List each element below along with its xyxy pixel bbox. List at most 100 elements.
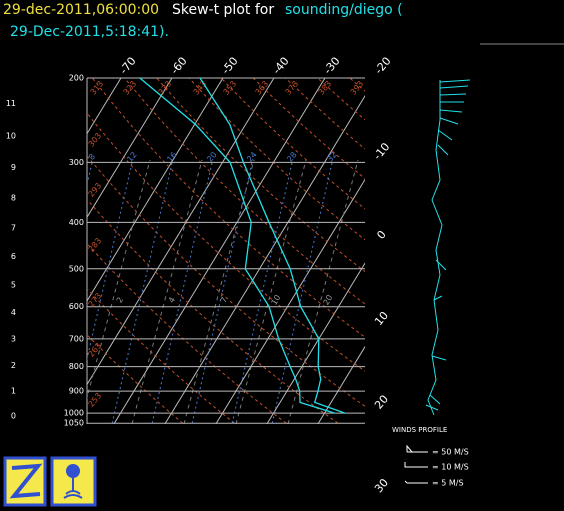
theta-label: 293 bbox=[87, 181, 104, 198]
pressure-label: 700 bbox=[69, 334, 84, 343]
wind-barbs-lower bbox=[425, 259, 447, 411]
height-label: 1 bbox=[11, 386, 16, 395]
wind-legend-title: WINDS PROFILE bbox=[392, 426, 447, 434]
isotherm bbox=[420, 78, 564, 424]
pressure-label: 200 bbox=[69, 74, 84, 83]
theta-label: 373 bbox=[284, 79, 301, 96]
theta-label: 313 bbox=[89, 79, 106, 96]
temperature-label: -20 bbox=[372, 55, 394, 77]
wind-legend-symbols bbox=[404, 444, 428, 484]
mixing-label: 20 bbox=[322, 293, 335, 306]
dry-adiabat bbox=[285, 78, 365, 150]
wind-legend-item: = 50 M/S bbox=[432, 448, 469, 457]
dry-adiabat bbox=[87, 242, 287, 424]
pressure-label: 500 bbox=[69, 264, 84, 273]
temperature-label: -70 bbox=[117, 55, 139, 77]
barb-10 bbox=[404, 462, 428, 468]
moist-label: 16 bbox=[165, 150, 178, 164]
mixing-line bbox=[87, 159, 151, 400]
theta-label: 353 bbox=[222, 79, 239, 96]
moist-label: 28 bbox=[285, 150, 298, 164]
height-label: 11 bbox=[6, 99, 16, 108]
dry-adiabat bbox=[220, 78, 365, 210]
dry-adiabat bbox=[188, 78, 365, 241]
height-label: 5 bbox=[11, 280, 16, 289]
pressure-label: 300 bbox=[69, 158, 84, 167]
pressure-label: 1050 bbox=[64, 419, 84, 428]
isotherm bbox=[87, 78, 173, 219]
pressure-label: 1000 bbox=[64, 409, 84, 418]
header-source-time: 29-Dec-2011,5:18:41). bbox=[10, 24, 169, 40]
dry-adiabat bbox=[317, 78, 365, 121]
dry-adiabat bbox=[87, 198, 339, 424]
wind-barbs bbox=[437, 79, 471, 156]
theta-label: 393 bbox=[349, 79, 366, 96]
temperature-label: 0 bbox=[374, 228, 388, 242]
moist-adiabat bbox=[87, 162, 93, 187]
dry-adiabat bbox=[349, 78, 365, 92]
theta-label: 283 bbox=[87, 236, 104, 253]
header-source: sounding/diego ( bbox=[285, 2, 403, 18]
mixing-label: 7 bbox=[219, 296, 229, 305]
dry-adiabat bbox=[87, 155, 365, 407]
theta-label: 323 bbox=[122, 79, 139, 96]
dry-adiabat bbox=[252, 78, 365, 180]
isotherm bbox=[369, 78, 564, 424]
height-label: 7 bbox=[11, 223, 16, 232]
temperature-label: -10 bbox=[371, 140, 393, 162]
dewpoint-line bbox=[139, 77, 335, 414]
height-label: 3 bbox=[11, 335, 16, 344]
moist-label: 20 bbox=[205, 150, 218, 164]
temperature-label: 10 bbox=[372, 309, 391, 328]
app-icon-balloon[interactable] bbox=[50, 456, 97, 507]
pressure-label: 800 bbox=[69, 362, 84, 371]
dry-adiabat bbox=[156, 78, 365, 273]
height-label: 2 bbox=[11, 361, 16, 370]
height-label: 9 bbox=[11, 163, 16, 172]
height-label: 8 bbox=[11, 194, 16, 203]
temperature-label: -50 bbox=[219, 55, 241, 77]
mixing-label: 4 bbox=[167, 296, 177, 305]
dry-adiabat bbox=[124, 78, 365, 305]
mixing-label: 2 bbox=[115, 296, 125, 305]
height-label: 4 bbox=[11, 308, 16, 317]
mixing-line bbox=[131, 159, 203, 424]
moist-label: 8 bbox=[87, 152, 97, 162]
barb-5 bbox=[404, 480, 428, 484]
isotherm bbox=[87, 78, 224, 302]
height-label: 10 bbox=[6, 132, 16, 141]
plot-area bbox=[87, 78, 564, 424]
theta-label: 303 bbox=[87, 131, 104, 148]
theta-label: 383 bbox=[317, 79, 334, 96]
moist-adiabat bbox=[87, 162, 133, 361]
wind-profile bbox=[425, 79, 471, 416]
theta-label: 363 bbox=[254, 79, 271, 96]
mixing-line bbox=[287, 159, 359, 424]
isotherm bbox=[317, 345, 365, 424]
theta-label: 253 bbox=[87, 391, 104, 408]
temperature-label: -40 bbox=[270, 55, 292, 77]
mixing-line bbox=[183, 159, 255, 424]
wind-legend-item: = 10 M/S bbox=[432, 463, 469, 472]
moist-label: 24 bbox=[245, 150, 258, 164]
wind-column bbox=[427, 80, 443, 416]
theta-label: 273 bbox=[87, 291, 104, 308]
dry-adiabat bbox=[87, 287, 235, 424]
mixing-line bbox=[235, 159, 307, 424]
pressure-label: 600 bbox=[69, 302, 84, 311]
pressure-label: 900 bbox=[69, 387, 84, 396]
moist-adiabat bbox=[231, 162, 293, 424]
mixing-label: 10 bbox=[270, 293, 283, 306]
temperature-label: 20 bbox=[372, 393, 391, 412]
moist-adiabat bbox=[151, 162, 213, 424]
app-icon-z[interactable] bbox=[3, 456, 47, 507]
temperature-label: -60 bbox=[168, 55, 190, 77]
header-text: Skew-t plot for bbox=[172, 2, 274, 18]
header-time: 29-dec-2011,06:00:00 bbox=[3, 2, 159, 18]
temperature-label: 30 bbox=[372, 476, 391, 495]
isotherm bbox=[87, 78, 122, 135]
wind-legend-item: = 5 M/S bbox=[432, 479, 464, 488]
temperature-label: -30 bbox=[321, 55, 343, 77]
pressure-label: 400 bbox=[69, 218, 84, 227]
